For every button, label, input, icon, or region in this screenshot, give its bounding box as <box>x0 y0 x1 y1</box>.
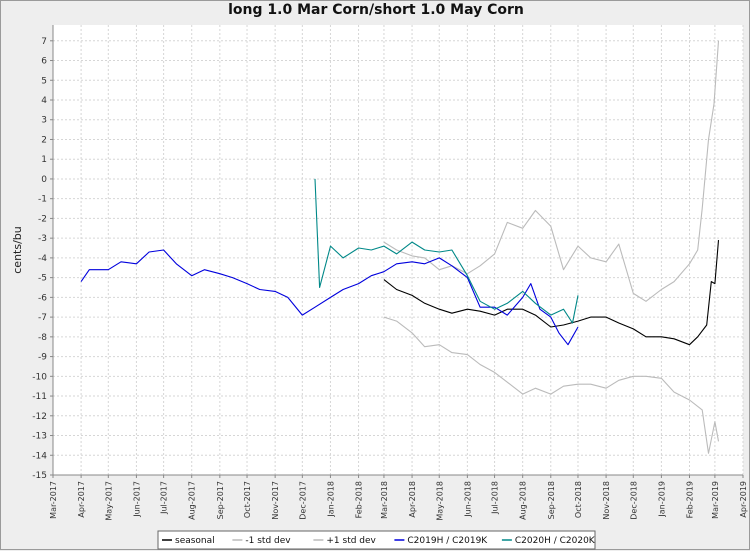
chart-title: long 1.0 Mar Corn/short 1.0 May Corn <box>228 2 524 18</box>
series-line--1-std-dev <box>383 40 720 302</box>
x-tick-label: May-2018 <box>435 481 444 521</box>
series-line-seasonal <box>383 240 720 346</box>
y-tick-label: -1 <box>38 195 47 205</box>
x-tick-label: Apr-2019 <box>739 481 748 518</box>
y-tick-label: 6 <box>41 57 47 67</box>
x-tick-label: Mar-2017 <box>49 481 58 519</box>
x-tick-label: Jun-2017 <box>132 481 141 518</box>
x-tick-label: Feb-2019 <box>686 481 695 518</box>
legend-box <box>157 530 596 550</box>
x-tick-label: Mar-2018 <box>380 481 389 519</box>
y-tick-label: -11 <box>32 392 47 402</box>
x-tick-label: Sep-2018 <box>547 481 556 519</box>
y-tick-label: 4 <box>41 96 47 106</box>
legend-entry: C2019H / C2019K <box>407 536 488 546</box>
y-tick-label: -3 <box>38 234 47 244</box>
x-tick-label: Nov-2018 <box>602 481 611 520</box>
x-tick-label: Oct-2017 <box>243 481 252 518</box>
x-tick-label: Apr-2017 <box>77 481 86 518</box>
legend-entry: +1 std dev <box>326 536 376 546</box>
x-tick-label: Jul-2018 <box>491 481 500 515</box>
legend-entry: C2020H / C2020K <box>515 536 596 546</box>
y-tick-label: -6 <box>38 293 47 303</box>
y-tick-label: -2 <box>38 214 47 224</box>
y-tick-label: 7 <box>41 37 47 47</box>
x-tick-label: Oct-2018 <box>574 481 583 518</box>
series-line-c2019h-c2019k <box>80 249 579 346</box>
y-tick-label: 5 <box>41 76 47 86</box>
x-tick-label: Feb-2018 <box>355 481 364 518</box>
y-tick-label: 2 <box>41 135 47 145</box>
x-tick-label: Jan-2019 <box>657 481 666 518</box>
x-tick-label: Dec-2017 <box>298 481 307 520</box>
y-tick-label: -14 <box>32 451 47 461</box>
y-tick-label: -8 <box>38 333 47 343</box>
x-tick-label: Apr-2018 <box>408 481 417 518</box>
legend-entry: -1 std dev <box>245 536 291 546</box>
x-tick-label: Aug-2017 <box>188 481 197 520</box>
legend-entry: seasonal <box>175 536 215 546</box>
series-line-c2020h-c2020k <box>314 178 579 324</box>
x-tick-label: Jun-2018 <box>463 481 472 518</box>
y-tick-label: -13 <box>32 432 47 442</box>
x-tick-label: Aug-2018 <box>519 481 528 520</box>
x-tick-label: Mar-2019 <box>711 481 720 519</box>
y-tick-label: -10 <box>32 372 47 382</box>
y-tick-label: -9 <box>38 353 47 363</box>
x-tick-label: Sep-2017 <box>216 481 225 519</box>
y-tick-label: -15 <box>32 471 47 481</box>
y-tick-label: 3 <box>41 116 47 126</box>
series-line--1-std-dev <box>383 316 720 454</box>
y-tick-label: 1 <box>41 155 47 165</box>
y-tick-label: -4 <box>38 254 47 264</box>
x-tick-label: Dec-2018 <box>629 481 638 520</box>
y-tick-label: -12 <box>32 412 47 422</box>
x-tick-label: Jul-2017 <box>160 481 169 515</box>
y-tick-label: -5 <box>38 274 47 284</box>
x-tick-label: May-2017 <box>104 481 113 521</box>
x-tick-label: Jan-2018 <box>326 481 335 518</box>
y-tick-label: -7 <box>38 313 47 323</box>
x-tick-label: Nov-2017 <box>271 481 280 520</box>
y-tick-label: 0 <box>41 175 47 185</box>
y-axis-label: cents/bu <box>11 226 24 274</box>
